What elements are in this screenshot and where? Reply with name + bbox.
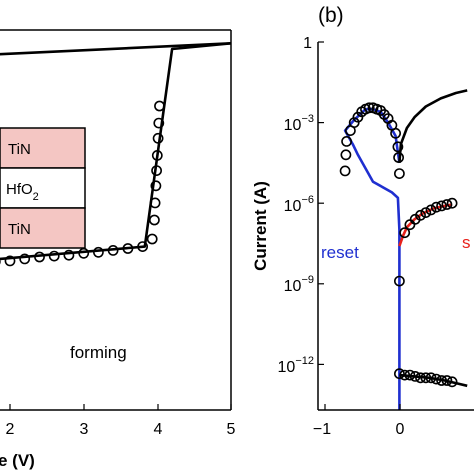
panel-b-marker <box>393 152 404 163</box>
y-tick-label-1e-6-exp: −6 <box>301 194 314 206</box>
panel-a-x-ticks: 2 3 4 5 <box>6 404 236 438</box>
x-tick-label-minus-1: −1 <box>313 421 331 438</box>
x-tick-label-4: 4 <box>154 421 163 438</box>
panel-b-marker <box>446 197 458 209</box>
panel-a-marker <box>154 100 165 112</box>
stack-layer-hfo2 <box>0 167 86 209</box>
panel-b-marker <box>430 201 442 213</box>
panel-a-marker <box>153 117 165 129</box>
panel-a-marker <box>152 132 164 144</box>
panel-a-marker <box>137 241 148 252</box>
y-tick-label-1e-9-exp: −9 <box>301 274 314 286</box>
panel-b-marker <box>399 227 411 239</box>
panel-b-marker <box>363 102 375 114</box>
panel-a-marker <box>34 251 45 263</box>
panel-a-marker <box>19 253 31 265</box>
panel-a-x-axis-title: e (V) <box>0 451 35 470</box>
panel-b-marker <box>436 375 447 386</box>
y-tick-label-1e-3-base: 10 <box>284 117 302 134</box>
panel-b-marker <box>441 375 453 386</box>
panel-b-marker <box>340 149 352 161</box>
stack-label-hfo2: HfO2 <box>6 181 39 203</box>
panel-b: (b) reset s 1 10−3 10−6 10−9 10−12 −1 0 … <box>251 4 474 438</box>
panel-a-marker <box>149 197 161 209</box>
x-tick-label-5: 5 <box>227 421 236 438</box>
panel-b-curve-2 <box>398 89 468 164</box>
annotation-set: s <box>462 233 471 252</box>
panel-b-marker <box>446 376 458 388</box>
panel-b-marker <box>390 127 401 139</box>
panel-b-marker <box>404 369 416 381</box>
y-tick-label-1e-6: 10−6 <box>284 194 314 215</box>
panel-b-y-axis-title: Current (A) <box>251 181 270 271</box>
panel-b-marker <box>441 199 453 210</box>
panel-a-marks <box>0 42 231 267</box>
stack-label-hfo2-base: HfO <box>6 181 33 198</box>
panel-b-marker <box>425 372 437 384</box>
stack-label-tin-top: TiN <box>8 141 31 158</box>
x-tick-label-3: 3 <box>80 421 89 438</box>
panel-b-marker <box>399 369 411 381</box>
panel-a-marker <box>150 180 162 192</box>
panel-b-marker <box>420 372 432 384</box>
panel-a: TiN HfO2 TiN forming 2 3 4 5 e (V) <box>0 29 236 470</box>
annotation-forming: forming <box>70 343 127 362</box>
panel-b-marker <box>430 373 442 385</box>
panel-b-y-ticks: 1 10−3 10−6 10−9 10−12 <box>278 35 324 376</box>
y-tick-label-1e-3: 10−3 <box>284 113 314 134</box>
panel-a-marker <box>148 214 160 226</box>
panel-b-marker <box>393 368 405 380</box>
panel-b-marker <box>339 165 351 177</box>
panel-b-x-ticks: −1 0 <box>313 404 405 438</box>
y-tick-label-1e-6-base: 10 <box>284 198 302 215</box>
panel-a-curve-2 <box>0 42 231 56</box>
panel-a-marker <box>146 233 158 245</box>
panel-a-marker <box>122 243 134 254</box>
panel-label-b: (b) <box>318 4 344 27</box>
y-tick-label-1e0: 1 <box>303 35 312 52</box>
panel-a-marker <box>151 165 162 176</box>
panel-a-marker <box>4 255 16 267</box>
panel-b-marker <box>425 204 437 216</box>
panel-b-marker <box>420 207 432 218</box>
panel-b-marker <box>409 370 421 382</box>
stack-label-tin-bottom: TiN <box>8 221 31 238</box>
panel-a-marker <box>48 250 60 262</box>
panel-a-marker <box>151 149 163 161</box>
panel-a-curve-0 <box>0 42 231 261</box>
panel-a-marker <box>63 249 75 261</box>
panel-a-marker <box>93 246 104 258</box>
x-tick-label-2: 2 <box>6 421 15 438</box>
y-tick-label-1e0-base: 1 <box>303 35 312 52</box>
panel-b-marks <box>339 89 468 410</box>
stack-label-hfo2-subscript: 2 <box>33 191 39 203</box>
x-tick-label-0: 0 <box>396 421 405 438</box>
panel-b-marker <box>392 141 404 153</box>
panel-b-marker <box>393 168 405 179</box>
y-tick-label-1e-12-exp: −12 <box>295 355 314 367</box>
y-tick-label-1e-12-base: 10 <box>278 359 296 376</box>
layer-stack: TiN HfO2 TiN <box>0 127 86 249</box>
stack-layer-tin-bottom <box>0 207 86 249</box>
panel-b-marker <box>393 275 405 287</box>
y-tick-label-1e-9: 10−9 <box>284 274 314 295</box>
panel-b-marker <box>348 117 360 128</box>
y-tick-label-1e-12: 10−12 <box>278 355 314 376</box>
panel-b-marker <box>415 372 426 384</box>
panel-a-marker <box>107 244 119 256</box>
y-tick-label-1e-9-base: 10 <box>284 278 302 295</box>
y-tick-label-1e-3-exp: −3 <box>301 113 314 125</box>
annotation-reset: reset <box>321 243 359 262</box>
panel-b-marker <box>341 135 352 147</box>
panel-b-marker <box>436 200 447 212</box>
panel-b-marker <box>415 209 426 221</box>
